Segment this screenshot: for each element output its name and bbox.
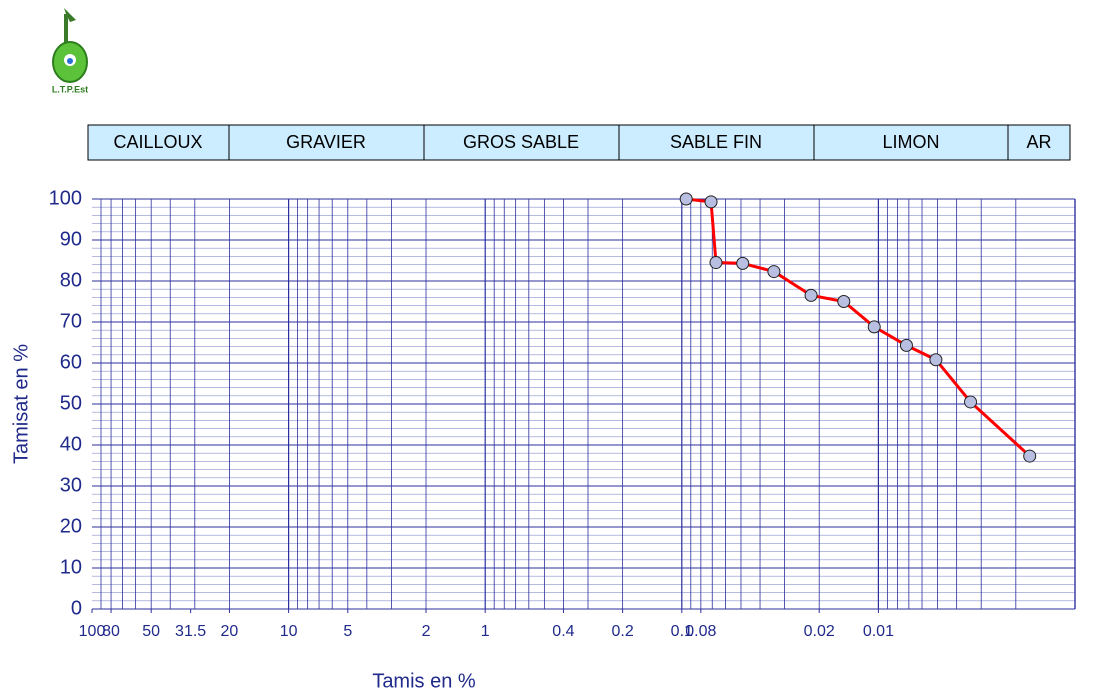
band-label: GROS SABLE [463,132,579,152]
y-tick-label: 60 [60,351,82,373]
band-label: SABLE FIN [670,132,762,152]
data-point [679,192,693,206]
band-header: CAILLOUX GRAVIER GROS SABLE SABLE FIN LI… [87,124,1071,161]
y-tick-label: 0 [71,597,82,619]
y-tick-label: 50 [60,392,82,414]
data-point [704,195,718,209]
y-tick-label: 100 [49,187,82,209]
x-tick-label: 80 [102,623,120,640]
y-tick-label: 80 [60,269,82,291]
data-point [899,338,913,352]
x-tick-label: 50 [142,623,160,640]
x-tick-label: 31.5 [175,623,206,640]
x-tick-label: 100 [79,623,106,640]
x-tick-label: 0.08 [685,623,716,640]
x-axis-label: Tamis en % [372,670,476,691]
x-tick-label: 1 [481,623,490,640]
data-point [804,288,818,302]
y-tick-label: 90 [60,228,82,250]
band-label: GRAVIER [286,132,366,152]
series-line [686,197,1031,458]
x-tick-label: 0.02 [804,623,835,640]
data-point [867,320,881,334]
data-point [929,353,943,367]
x-tick-label: 5 [343,623,352,640]
logo-text: L.T.P.Est [52,84,88,94]
x-tick-label: 0.2 [611,623,633,640]
x-tick-label: 10 [280,623,298,640]
x-tick-label: 0.01 [863,623,894,640]
data-point [1023,449,1037,463]
x-tick-label: 0.4 [552,623,574,640]
y-tick-label: 20 [60,515,82,537]
data-point [837,295,851,308]
y-axis-label: Tamisat en % [10,344,32,464]
x-tick-label: 0.1 [671,623,693,640]
data-point [736,256,750,270]
data-point [767,265,781,279]
y-tick-label: 40 [60,433,82,455]
data-point [709,256,723,270]
band-label: AR [1026,132,1051,152]
band-label: LIMON [882,132,939,152]
band-label: CAILLOUX [113,132,202,152]
y-tick-label: 30 [60,474,82,496]
x-tick-label: 20 [221,623,239,640]
logo: L.T.P.Est [52,8,88,94]
x-tick-label: 2 [422,623,431,640]
y-tick-label: 70 [60,310,82,332]
data-point [964,395,978,409]
y-tick-label: 10 [60,556,82,578]
